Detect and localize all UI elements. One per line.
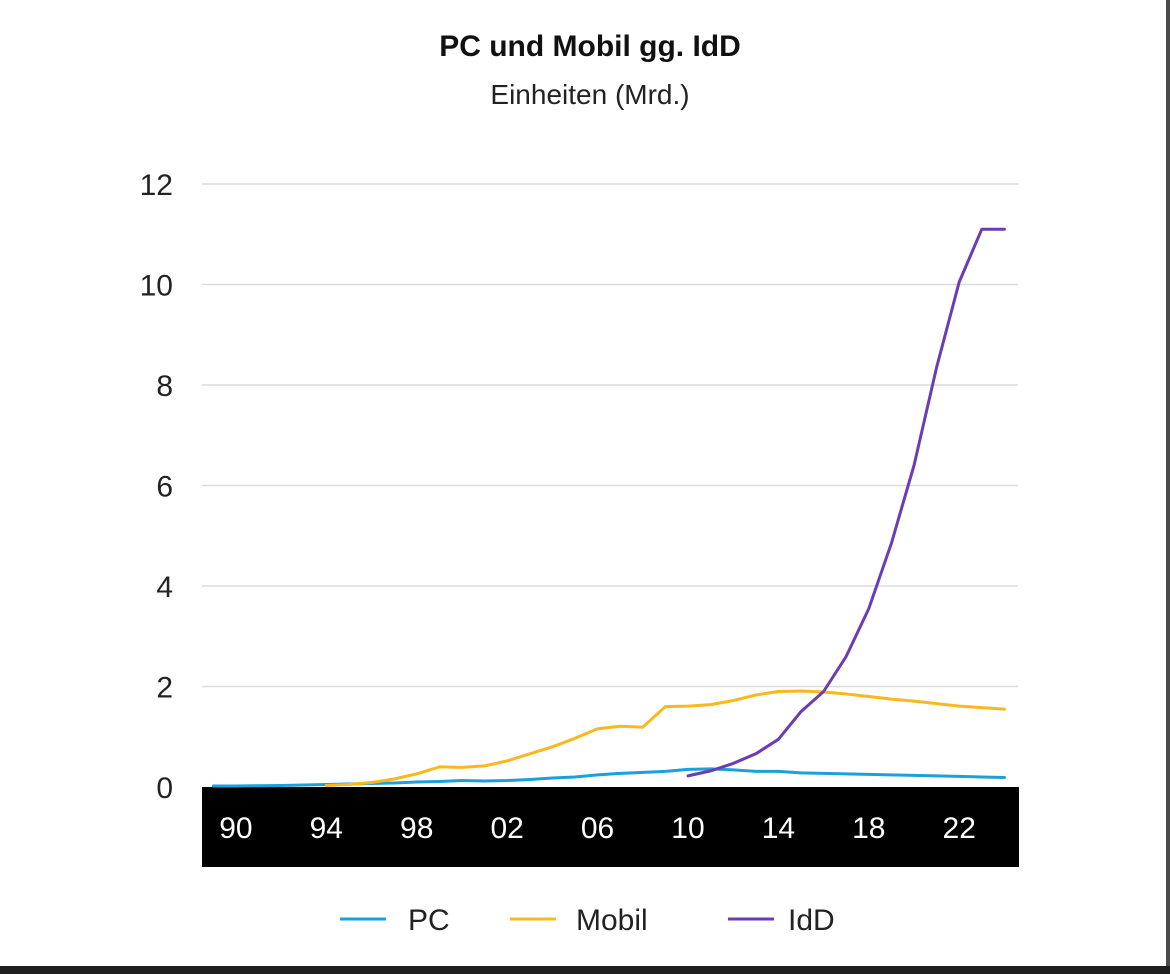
y-axis-ticks: 0 2 4 6 8 10 12 xyxy=(140,169,173,805)
x-tick-label: 90 xyxy=(219,812,252,845)
chart-title: PC und Mobil gg. IdD xyxy=(439,30,741,63)
x-tick-label: 18 xyxy=(852,812,885,845)
x-tick-label: 14 xyxy=(762,812,795,845)
x-tick-label: 98 xyxy=(400,812,433,845)
y-tick-label: 8 xyxy=(156,370,173,403)
x-tick-label: 94 xyxy=(310,812,343,845)
chart-subtitle: Einheiten (Mrd.) xyxy=(490,79,689,110)
x-tick-label: 02 xyxy=(490,812,523,845)
legend-label-idd: IdD xyxy=(788,904,835,937)
series-lines xyxy=(211,227,1006,788)
x-tick-label: 10 xyxy=(671,812,704,845)
legend-label-mobil: Mobil xyxy=(576,904,648,937)
x-axis-ticks: 90 94 98 02 06 10 14 18 22 xyxy=(219,812,976,845)
y-tick-label: 2 xyxy=(156,672,173,705)
y-tick-label: 10 xyxy=(140,270,173,303)
window-bottom-bar xyxy=(0,966,1170,974)
legend-label-pc: PC xyxy=(408,904,450,937)
window-right-edge xyxy=(1166,0,1170,966)
legend: PC Mobil IdD xyxy=(340,904,835,937)
series-line-idd xyxy=(686,227,1006,778)
y-tick-label: 0 xyxy=(156,772,173,805)
x-axis-band xyxy=(202,787,1019,867)
y-tick-label: 4 xyxy=(156,571,173,604)
y-tick-label: 12 xyxy=(140,169,173,202)
y-tick-label: 6 xyxy=(156,471,173,504)
series-line-pc xyxy=(211,767,1006,788)
x-tick-label: 22 xyxy=(943,812,976,845)
grid-lines xyxy=(202,183,1018,688)
series-line-mobil xyxy=(324,689,1006,787)
x-tick-label: 06 xyxy=(581,812,614,845)
